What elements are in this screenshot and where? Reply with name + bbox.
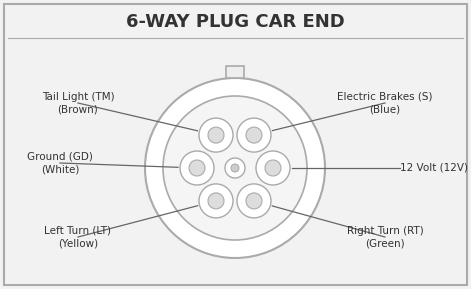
- Text: Ground (GD)
(White): Ground (GD) (White): [27, 152, 93, 174]
- Circle shape: [199, 184, 233, 218]
- Text: Right Turn (RT)
(Green): Right Turn (RT) (Green): [347, 226, 423, 248]
- Circle shape: [237, 184, 271, 218]
- Circle shape: [189, 160, 205, 176]
- Circle shape: [256, 151, 290, 185]
- Text: Tail Light (TM)
(Brown): Tail Light (TM) (Brown): [42, 92, 114, 114]
- Circle shape: [208, 127, 224, 143]
- Text: 6-WAY PLUG CAR END: 6-WAY PLUG CAR END: [126, 13, 345, 31]
- Circle shape: [163, 96, 307, 240]
- Circle shape: [231, 164, 239, 172]
- Text: 12 Volt (12V): 12 Volt (12V): [400, 163, 468, 173]
- Circle shape: [145, 78, 325, 258]
- Circle shape: [246, 193, 262, 209]
- Circle shape: [225, 158, 245, 178]
- Text: Left Turn (LT)
(Yellow): Left Turn (LT) (Yellow): [44, 226, 112, 248]
- Text: Electric Brakes (S)
(Blue): Electric Brakes (S) (Blue): [337, 92, 433, 114]
- Bar: [226, 66, 244, 78]
- Circle shape: [180, 151, 214, 185]
- Circle shape: [265, 160, 281, 176]
- Circle shape: [237, 118, 271, 152]
- Circle shape: [199, 118, 233, 152]
- Circle shape: [208, 193, 224, 209]
- Circle shape: [246, 127, 262, 143]
